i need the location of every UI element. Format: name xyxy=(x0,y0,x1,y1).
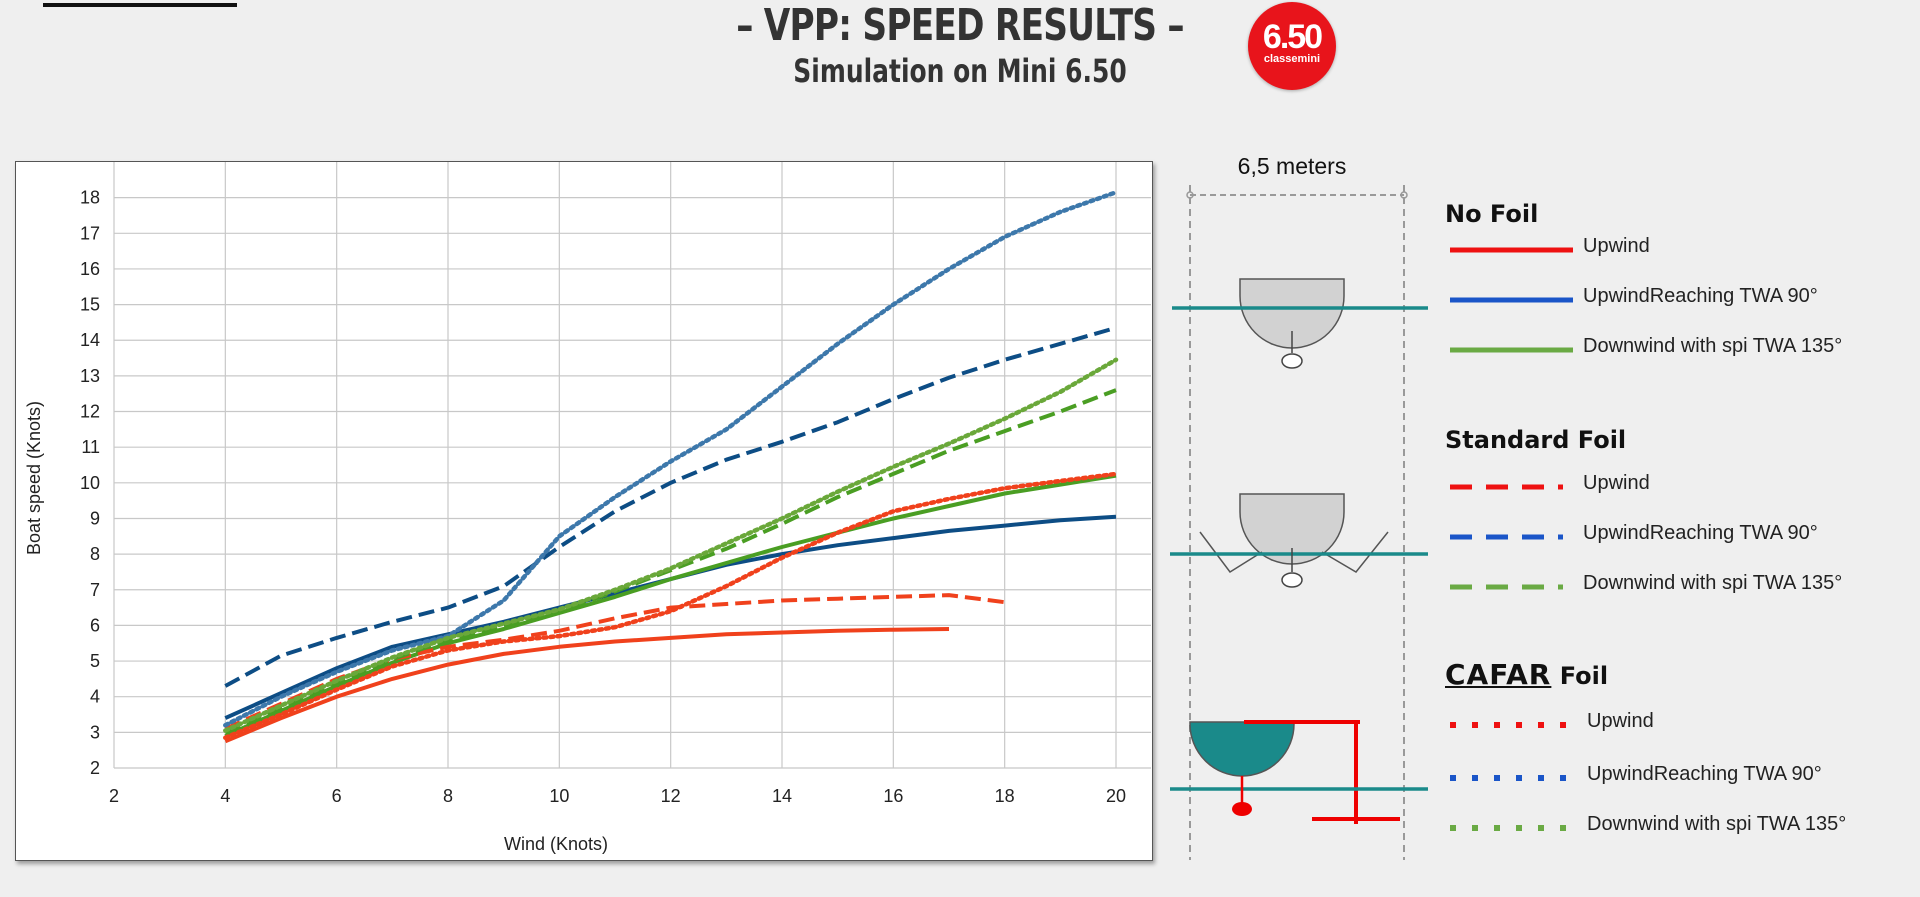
x-tick-label: 20 xyxy=(1106,786,1126,806)
keel-bulb-no-foil xyxy=(1281,353,1303,369)
legend-item-label: UpwindReaching TWA 90° xyxy=(1583,522,1818,544)
series-line-std_upwind xyxy=(224,593,1005,731)
legend-item-label: UpwindReaching TWA 90° xyxy=(1583,285,1818,307)
y-tick-label: 10 xyxy=(80,473,100,493)
legend-item-label: Upwind xyxy=(1587,710,1654,732)
x-tick-label: 18 xyxy=(995,786,1015,806)
hull-no-foil xyxy=(1172,278,1428,369)
x-tick-label: 6 xyxy=(332,786,342,806)
legend-item-label: Upwind xyxy=(1583,472,1650,494)
series-line-cafar_reaching xyxy=(223,190,1119,728)
y-tick-label: 5 xyxy=(90,651,100,671)
logo-number: 6.50 xyxy=(1262,18,1323,56)
y-tick-label: 11 xyxy=(81,437,100,457)
keel-bulb-standard-foil xyxy=(1281,572,1303,588)
page-title: – VPP: SPEED RESULTS – xyxy=(736,0,1184,51)
x-tick-label: 14 xyxy=(772,786,792,806)
chart-ticks: 2 4 6 8 10 12 14 16 18 20 2 3 4 5 6 7 8 9 10 11 12 13 14 15 16 17… xyxy=(80,188,1126,806)
y-tick-label: 12 xyxy=(80,402,100,422)
series-line-nofoil_upwind xyxy=(224,627,950,744)
y-tick-label: 4 xyxy=(90,687,100,707)
legend-swatch xyxy=(1450,825,1580,831)
page-subtitle: Simulation on Mini 6.50 xyxy=(793,52,1127,90)
x-tick-label: 10 xyxy=(549,786,569,806)
legend-swatch xyxy=(1450,534,1563,540)
y-tick-label: 6 xyxy=(90,615,100,635)
classemini-logo: 6.50 classemini xyxy=(1248,2,1336,90)
y-tick-label: 3 xyxy=(90,722,100,742)
foil-right xyxy=(1321,531,1389,573)
cafar-brand-name: CAFAR xyxy=(1445,658,1552,691)
foil-left xyxy=(1199,531,1263,574)
hull-diagram: 6,5 meters xyxy=(1170,153,1428,860)
x-tick-label: 12 xyxy=(661,786,681,806)
legend-swatch xyxy=(1450,775,1580,781)
y-tick-label: 7 xyxy=(90,580,100,600)
legend-item-label: Downwind with spi TWA 135° xyxy=(1583,335,1843,357)
legend-swatch xyxy=(1450,484,1563,490)
legend-swatch xyxy=(1450,247,1573,253)
legend-item-label: UpwindReaching TWA 90° xyxy=(1587,763,1822,785)
speed-chart-svg: 2 4 6 8 10 12 14 16 18 20 2 3 4 5 6 7 8 9 10 11 12 13 14 15 16 17… xyxy=(24,162,1151,854)
legend-group-cafar-foil: CAFAR Foil xyxy=(1445,658,1608,691)
legend-group-standard-foil: Standard Foil xyxy=(1445,426,1626,454)
y-tick-label: 2 xyxy=(90,758,100,778)
x-tick-label: 8 xyxy=(443,786,453,806)
y-tick-label: 16 xyxy=(80,259,100,279)
series-line-cafar_upwind xyxy=(223,471,1119,740)
y-tick-label: 15 xyxy=(80,295,100,315)
legend-item-label: Upwind xyxy=(1583,235,1650,257)
chart-grid xyxy=(113,162,1151,769)
y-tick-label: 18 xyxy=(80,188,100,208)
legend-group-title: No Foil xyxy=(1445,200,1539,228)
logo-text: classemini xyxy=(1263,53,1321,65)
legend-item-label: Downwind with spi TWA 135° xyxy=(1587,813,1847,835)
hull-cafar-foil xyxy=(1170,720,1428,824)
keel-bulb-cafar-foil xyxy=(1232,802,1252,816)
legend-group-title: Standard Foil xyxy=(1445,426,1627,454)
legend-swatch xyxy=(1450,722,1580,728)
legend-item-label: Downwind with spi TWA 135° xyxy=(1583,572,1843,594)
y-tick-label: 9 xyxy=(90,508,100,528)
y-tick-label: 13 xyxy=(80,366,100,386)
legend-group-title: CAFAR Foil xyxy=(1445,658,1608,691)
hull-standard-foil xyxy=(1170,493,1428,588)
top-rule xyxy=(43,3,237,7)
series-line-nofoil_downwind xyxy=(224,473,1117,738)
y-tick-label: 8 xyxy=(90,544,100,564)
x-tick-label: 2 xyxy=(109,786,119,806)
y-tick-label: 14 xyxy=(80,330,100,350)
y-axis-label: Boat speed (Knots) xyxy=(24,401,44,555)
x-axis-label: Wind (Knots) xyxy=(504,834,608,854)
legend-swatch xyxy=(1450,347,1573,353)
x-tick-label: 16 xyxy=(883,786,903,806)
series-line-cafar_downwind xyxy=(223,357,1119,733)
legend-group-title-suffix: Foil xyxy=(1559,662,1609,690)
x-tick-label: 4 xyxy=(220,786,230,806)
legend-swatch xyxy=(1450,584,1563,590)
legend-group-no-foil: No Foil xyxy=(1445,200,1538,228)
legend-swatch xyxy=(1450,297,1573,303)
chart-series xyxy=(223,190,1119,744)
speed-chart: 2 4 6 8 10 12 14 16 18 20 2 3 4 5 6 7 8 9 10 11 12 13 14 15 16 17… xyxy=(15,161,1153,861)
series-line-std_reaching xyxy=(224,325,1117,688)
y-tick-label: 17 xyxy=(80,223,100,243)
hull-width-label: 6,5 meters xyxy=(1238,153,1347,179)
